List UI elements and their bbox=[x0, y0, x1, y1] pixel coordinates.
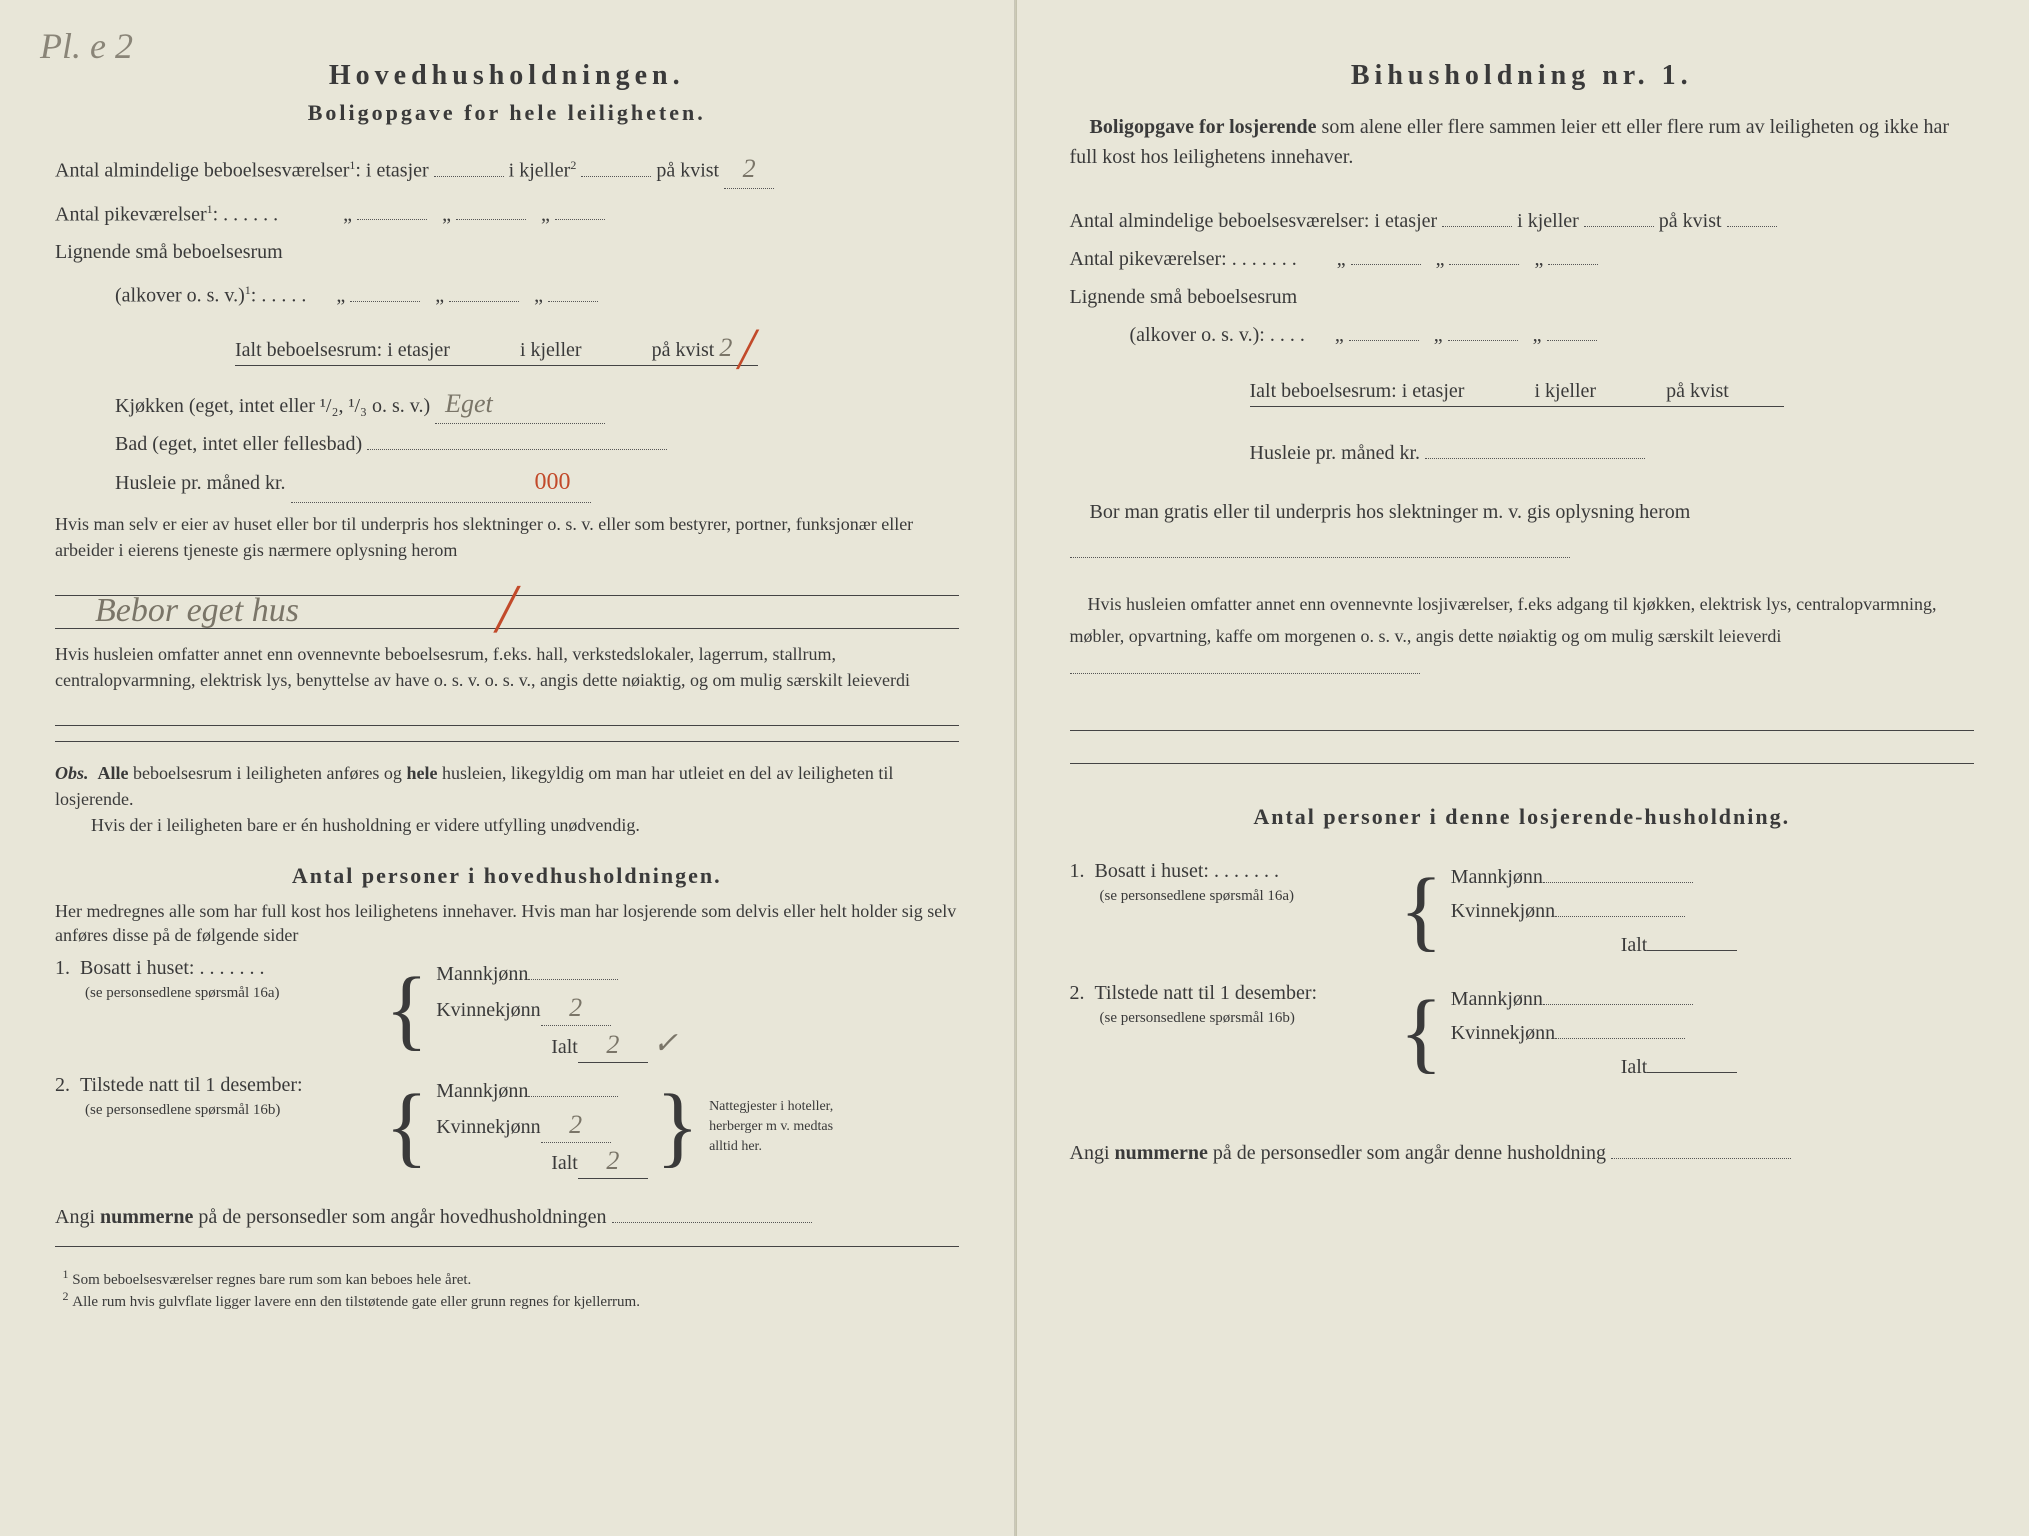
field-q1-ialt[interactable]: 2 bbox=[578, 1028, 648, 1063]
line-ialt-rum: Ialt beboelsesrum: i etasjer i kjeller p… bbox=[55, 327, 959, 369]
field-q1-kvinne[interactable]: 2 bbox=[541, 991, 611, 1026]
r-line-ialt: Ialt beboelsesrum: i etasjer i kjeller p… bbox=[1070, 372, 1975, 410]
field-rq2-kvinne[interactable] bbox=[1555, 1038, 1685, 1039]
r-angi-line: Angi nummerne på de personsedler som ang… bbox=[1070, 1134, 1975, 1172]
line-husleie: Husleie pr. måned kr. 000 bbox=[55, 463, 959, 503]
line-bad: Bad (eget, intet eller fellesbad) bbox=[55, 425, 959, 463]
brace-icon: { bbox=[1400, 876, 1443, 946]
r-line-pike: Antal pikeværelser: . . . . . . . „ „ „ bbox=[1070, 240, 1975, 278]
section-personer-intro: Her medregnes alle som har full kost hos… bbox=[55, 899, 959, 947]
r-line-beboelse: Antal almindelige beboelsesværelser: i e… bbox=[1070, 202, 1975, 240]
brace-icon: } bbox=[656, 1092, 699, 1162]
r-para2: Hvis husleien omfatter annet enn ovennev… bbox=[1070, 588, 1975, 684]
r-q2-row: 2. Tilstede natt til 1 desember: (se per… bbox=[1070, 982, 1975, 1084]
q1-row: 1. Bosatt i huset: . . . . . . . (se per… bbox=[55, 957, 959, 1064]
right-subtitle: Boligopgave for losjerende som alene ell… bbox=[1070, 112, 1975, 172]
field-etasjer[interactable] bbox=[434, 176, 504, 177]
left-subtitle: Boligopgave for hele leiligheten. bbox=[55, 100, 959, 126]
field-rq2-mann[interactable] bbox=[1543, 1004, 1693, 1005]
para-husleie-omfatter: Hvis husleien omfatter annet enn ovennev… bbox=[55, 641, 959, 693]
left-page: Pl. e 2 Hovedhusholdningen. Boligopgave … bbox=[0, 0, 1015, 1536]
r-para1: Bor man gratis eller til underpris hos s… bbox=[1070, 492, 1975, 572]
field-q1-mann[interactable] bbox=[528, 979, 618, 980]
r-line-alkover: (alkover o. s. v.): . . . . „ „ „ bbox=[1070, 316, 1975, 354]
handwritten-owner-line[interactable]: Bebor eget hus ╱ bbox=[55, 600, 959, 629]
field-q2-kvinne[interactable]: 2 bbox=[541, 1108, 611, 1143]
section-personer-title: Antal personer i hovedhusholdningen. bbox=[55, 863, 959, 889]
brace-icon: { bbox=[1400, 998, 1443, 1068]
field-rq1-mann[interactable] bbox=[1543, 882, 1693, 883]
q2-row: 2. Tilstede natt til 1 desember: (se per… bbox=[55, 1074, 959, 1180]
check-icon: ✓ bbox=[653, 1027, 678, 1060]
footnotes: 1 Som beboelsesværelser regnes bare rum … bbox=[55, 1267, 959, 1311]
field-kvist[interactable]: 2 bbox=[724, 150, 774, 189]
r-section-title: Antal personer i denne losjerende-hushol… bbox=[1070, 804, 1975, 830]
field-q2-mann[interactable] bbox=[528, 1096, 618, 1097]
angi-line: Angi nummerne på de personsedler som ang… bbox=[55, 1198, 959, 1236]
line-pike: Antal pikeværelser1: . . . . . . „ „ „ bbox=[55, 190, 959, 234]
brace-icon: { bbox=[385, 1092, 428, 1162]
field-q2-ialt[interactable]: 2 bbox=[578, 1144, 648, 1179]
red-slash-icon: ╱ bbox=[495, 586, 519, 633]
field-kjokken[interactable]: Eget bbox=[435, 385, 605, 424]
hotel-note: Nattegjester i hoteller, herberger m v. … bbox=[709, 1097, 859, 1157]
field-kjeller[interactable] bbox=[581, 176, 651, 177]
field-rq1-ialt[interactable] bbox=[1647, 950, 1737, 951]
right-page: Bihusholdning nr. 1. Boligopgave for los… bbox=[1015, 0, 2029, 1536]
r-line-alkover-label: Lignende små beboelsesrum bbox=[1070, 278, 1975, 316]
para-eier: Hvis man selv er eier av huset eller bor… bbox=[55, 511, 959, 563]
line-beboelse: Antal almindelige beboelsesværelser1: i … bbox=[55, 146, 959, 190]
r-q1-row: 1. Bosatt i huset: . . . . . . . (se per… bbox=[1070, 860, 1975, 962]
line-alkover: (alkover o. s. v.)1: . . . . . „ „ „ bbox=[55, 271, 959, 315]
obs-block: Obs. Alle beboelsesrum i leiligheten anf… bbox=[55, 760, 959, 838]
field-rq2-ialt[interactable] bbox=[1647, 1072, 1737, 1073]
field-bad[interactable] bbox=[367, 449, 667, 450]
corner-annotation: Pl. e 2 bbox=[40, 25, 133, 67]
line-alkover-label: Lignende små beboelsesrum bbox=[55, 233, 959, 271]
left-title: Hovedhusholdningen. bbox=[55, 60, 959, 92]
field-husleie[interactable]: 000 bbox=[291, 463, 591, 503]
red-slash-icon: ╱ bbox=[737, 332, 757, 369]
brace-icon: { bbox=[385, 975, 428, 1045]
r-husleie: Husleie pr. måned kr. bbox=[1070, 434, 1975, 472]
field-rq1-kvinne[interactable] bbox=[1555, 916, 1685, 917]
line-kjokken: Kjøkken (eget, intet eller ¹/₂, ¹/₃ o. s… bbox=[55, 385, 959, 425]
right-title: Bihusholdning nr. 1. bbox=[1070, 60, 1975, 92]
